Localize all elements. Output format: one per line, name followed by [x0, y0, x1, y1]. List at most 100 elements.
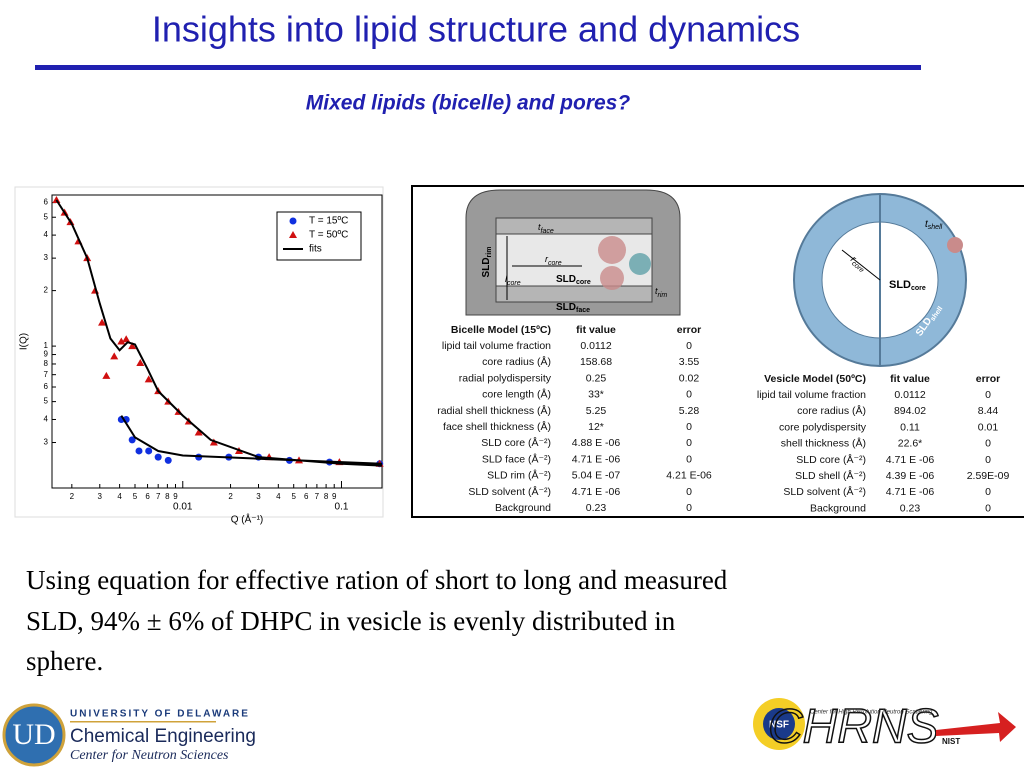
- y-tick-label: 5: [44, 212, 49, 221]
- x-tick-label: 4: [276, 492, 281, 501]
- table-cell: 0: [686, 502, 692, 514]
- table-cell: lipid tail volume fraction: [442, 340, 551, 352]
- nsf-logo: [763, 708, 795, 740]
- y-tick-label: 7: [44, 370, 49, 379]
- point: [194, 428, 203, 436]
- table-cell: radial polydispersity: [459, 372, 552, 384]
- point: [128, 436, 136, 444]
- point: [52, 196, 61, 204]
- x-axis-label: Q (Å⁻¹): [231, 513, 264, 526]
- table-cell: 0: [686, 389, 692, 401]
- x-tick-label: 2: [70, 492, 75, 501]
- table-cell: 0: [686, 437, 692, 449]
- lipid-molecule: [598, 236, 626, 264]
- table-cell: 0: [985, 389, 991, 401]
- y-tick-label: 4: [44, 230, 49, 239]
- legend-label: T = 15ºC: [309, 216, 348, 227]
- ud-logo-mark: UD: [12, 718, 55, 751]
- table-cell: 158.68: [580, 356, 612, 368]
- table-cell: 0.11: [900, 421, 920, 433]
- x-tick-label: 0.1: [335, 502, 349, 513]
- y-tick-label: 5: [44, 397, 49, 406]
- nsf-text: NSF: [769, 720, 789, 731]
- point: [145, 447, 153, 455]
- point: [98, 318, 107, 326]
- table-cell: SLD rim (Å⁻²): [487, 469, 551, 482]
- x-tick-label: 4: [117, 492, 122, 501]
- title-rule: [35, 65, 921, 70]
- table-header: fit value: [576, 324, 616, 336]
- table-header: error: [677, 324, 702, 336]
- table-cell: 4.71 E -06: [886, 486, 935, 498]
- table-cell: 0.23: [586, 502, 607, 514]
- diagram-label: SLDrim: [481, 247, 493, 278]
- bicelle-face-top: [495, 217, 653, 235]
- table-cell: core length (Å): [482, 388, 551, 401]
- table-cell: 33*: [588, 389, 604, 401]
- table-cell: 0: [686, 486, 692, 498]
- diagram-label: trim: [655, 286, 667, 298]
- table-cell: face shell thickness (Å): [443, 420, 551, 433]
- y-tick-label: 2: [44, 286, 49, 295]
- table-cell: SLD solvent (Å⁻²): [468, 485, 551, 498]
- point: [102, 371, 111, 379]
- legend-label: fits: [309, 244, 322, 255]
- table-cell: 4.39 E -06: [886, 470, 935, 482]
- body-text: Using equation for effective ration of s…: [26, 565, 728, 676]
- table-cell: 0.25: [586, 372, 607, 384]
- point: [144, 375, 153, 383]
- x-tick-label: 3: [256, 492, 261, 501]
- table-cell: SLD core (Å⁻²): [796, 453, 866, 466]
- diagram-label: tshell: [925, 219, 943, 231]
- y-tick-label: 4: [44, 415, 49, 424]
- lipid-molecule: [947, 237, 963, 253]
- x-tick-label: 6: [145, 492, 150, 501]
- table-cell: 4.71 E -06: [572, 486, 621, 498]
- ud-logo: [2, 703, 66, 767]
- y-tick-label: 9: [44, 350, 49, 359]
- table-cell: Background: [810, 502, 866, 514]
- y-tick-label: 1: [44, 341, 49, 350]
- y-tick-label: 3: [44, 253, 49, 262]
- table-cell: 4.71 E -06: [572, 453, 621, 465]
- table-cell: core radius (Å): [482, 355, 551, 368]
- table-cell: 22.6*: [898, 438, 923, 450]
- table-cell: 0: [686, 340, 692, 352]
- table-header: Vesicle Model (50ºC): [764, 373, 866, 385]
- table-cell: shell thickness (Å): [781, 437, 866, 450]
- x-tick-label: 3: [98, 492, 103, 501]
- x-tick-label: 5: [291, 492, 296, 501]
- point: [135, 447, 143, 455]
- body-line: Using equation for effective ration of s…: [26, 565, 728, 595]
- table-cell: 4.71 E -06: [886, 454, 935, 466]
- chrns-logo: CHRNS: [768, 701, 939, 754]
- diagram-label: lcore: [505, 274, 521, 286]
- fit-line: [55, 199, 383, 467]
- r-core-arrow: [841, 249, 881, 281]
- series: [55, 199, 383, 467]
- table-cell: radial shell thickness (Å): [437, 404, 551, 417]
- center-name: Center for Neutron Sciences: [70, 748, 229, 763]
- diagram-label: SLDcore: [556, 274, 591, 286]
- table-cell: 0: [985, 486, 991, 498]
- x-tick-label: 0.01: [173, 502, 193, 513]
- table-cell: 4.88 E -06: [572, 437, 621, 449]
- body-line: SLD, 94% ± 6% of DHPC in vesicle is even…: [26, 606, 676, 636]
- point: [117, 337, 126, 345]
- y-tick-label: 6: [44, 382, 49, 391]
- diagram-label: tface: [538, 222, 554, 234]
- table-cell: SLD shell (Å⁻²): [795, 469, 866, 482]
- table-cell: 0: [686, 453, 692, 465]
- point: [164, 456, 172, 464]
- point: [128, 342, 137, 350]
- legend-label: T = 50ºC: [309, 230, 348, 241]
- body-line: sphere.: [26, 646, 103, 676]
- x-tick-label: 7: [315, 492, 320, 501]
- x-tick-label: 9: [332, 492, 337, 501]
- plot-area: [51, 194, 383, 489]
- table-cell: 0.23: [900, 502, 921, 514]
- table-cell: 0: [985, 454, 991, 466]
- table-cell: 2.59E-09: [967, 470, 1010, 482]
- table-header: fit value: [890, 373, 930, 385]
- footer-rule: [70, 721, 216, 723]
